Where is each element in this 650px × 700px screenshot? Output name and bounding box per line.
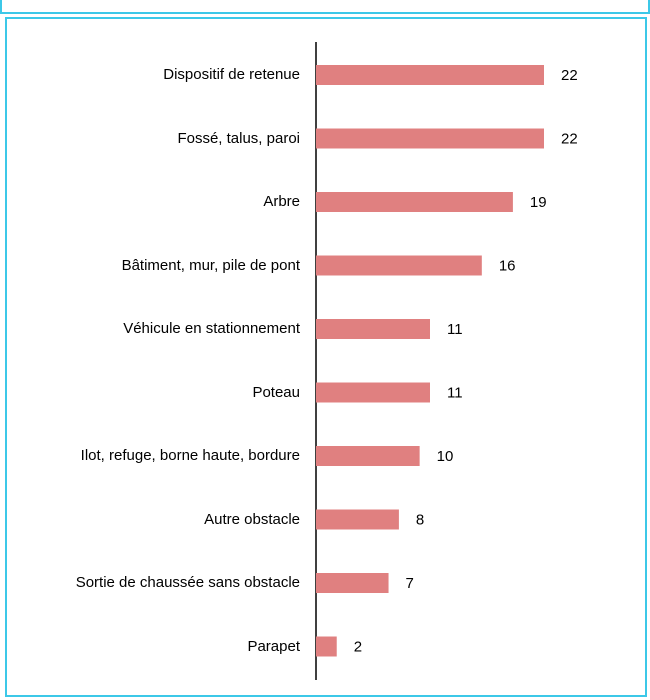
- data-label: 22: [561, 67, 578, 84]
- bar: [316, 65, 544, 85]
- category-label: Véhicule en stationnement: [20, 320, 300, 338]
- bar: [316, 636, 337, 657]
- chart-frame: [5, 17, 647, 697]
- category-label: Poteau: [20, 384, 300, 402]
- category-text: Poteau: [252, 383, 300, 401]
- category-label: Parapet: [20, 638, 300, 656]
- bar: [316, 382, 430, 403]
- category-text: Bâtiment, mur, pile de pont: [121, 256, 300, 274]
- category-label: Bâtiment, mur, pile de pont: [20, 257, 300, 275]
- category-text: Sortie de chaussée sans obstacle: [75, 574, 300, 591]
- bar: [316, 128, 544, 149]
- data-label: 19: [530, 194, 547, 211]
- category-text: Fossé, talus, paroi: [177, 129, 300, 147]
- category-text: Dispositif de retenue: [163, 66, 300, 83]
- category-label: Arbre: [20, 193, 300, 211]
- category-label: Autre obstacle: [20, 511, 300, 529]
- category-text: Arbre: [263, 193, 300, 210]
- bar: [316, 192, 513, 212]
- category-label: Dispositif de retenue: [20, 66, 300, 84]
- data-label: 11: [447, 384, 463, 401]
- bar: [316, 573, 389, 593]
- bar: [316, 446, 420, 466]
- bar: [316, 319, 430, 339]
- category-text: Ilot, refuge, borne haute, bordure: [80, 447, 300, 464]
- data-label: 22: [561, 130, 578, 147]
- category-label: Ilot, refuge, borne haute, bordure: [20, 447, 300, 465]
- category-label: Sortie de chaussée sans obstacle: [20, 574, 300, 592]
- top-band: [0, 0, 650, 14]
- data-label: 8: [416, 511, 424, 528]
- bar: [316, 255, 482, 276]
- data-label: 10: [437, 448, 454, 465]
- category-text: Véhicule en stationnement: [123, 320, 300, 337]
- category-text: Autre obstacle: [204, 510, 300, 528]
- bar: [316, 509, 399, 530]
- data-label: 11: [447, 321, 463, 338]
- data-label: 7: [406, 575, 414, 592]
- data-label: 16: [499, 257, 516, 274]
- data-label: 2: [354, 638, 362, 655]
- category-text: Parapet: [247, 637, 300, 655]
- category-label: Fossé, talus, paroi: [20, 130, 300, 148]
